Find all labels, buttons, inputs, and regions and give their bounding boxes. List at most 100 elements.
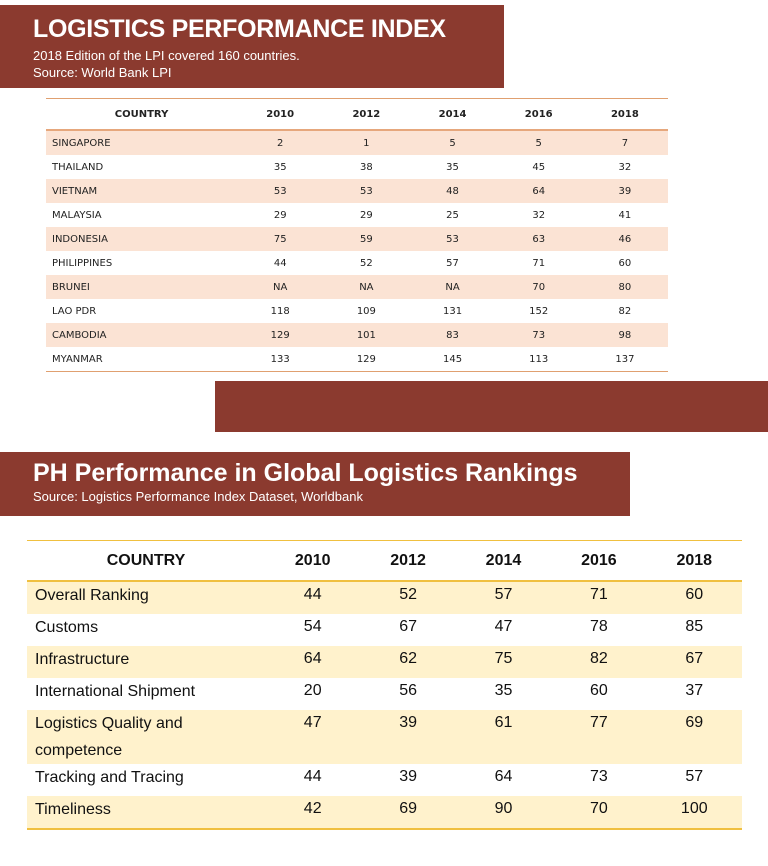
cell-value: 52 — [360, 581, 456, 614]
cell-value: 73 — [495, 323, 582, 347]
cell-value: 60 — [618, 257, 632, 269]
cell-value: 57 — [455, 581, 552, 614]
table-row: Timeliness 42 69 90 70 100 — [27, 796, 742, 829]
cell-value: 145 — [442, 353, 463, 365]
row-label: BRUNEI — [46, 275, 238, 299]
row-label: LAO PDR — [52, 305, 97, 317]
cell-value: 52 — [360, 257, 373, 269]
table-row: Logistics Quality and competence 47 39 61 77… — [27, 710, 742, 764]
cell-value: 64 — [494, 768, 513, 785]
lpi-title: LOGISTICS PERFORMANCE INDEX — [33, 15, 446, 43]
cell-value: 44 — [303, 768, 322, 785]
cell-value: 101 — [323, 323, 410, 347]
table-row: INDONESIA 75 59 53 63 46 — [46, 227, 668, 251]
ph-header: PH Performance in Global Logistics Ranki… — [0, 452, 630, 516]
table-row: BRUNEI NA NA NA 70 80 — [46, 275, 668, 299]
cell-value: 35 — [273, 161, 287, 173]
column-header: 2014 — [409, 98, 496, 131]
cell-value: 1 — [323, 130, 410, 155]
cell-value: 7 — [581, 130, 668, 155]
table-row: LAO PDR 118 109 131 152 82 — [46, 299, 668, 323]
cell-value: 54 — [303, 618, 322, 635]
table-row: THAILAND 35 38 35 45 32 — [46, 155, 668, 179]
row-label: CAMBODIA — [46, 323, 238, 347]
cell-value: 71 — [532, 257, 546, 269]
cell-value: 85 — [685, 618, 704, 635]
cell-value: 35 — [494, 682, 513, 699]
table-row: CAMBODIA 129 101 83 73 98 — [46, 323, 668, 347]
cell-value: 32 — [532, 209, 546, 221]
cell-value: 46 — [581, 227, 668, 251]
column-header: 2016 — [495, 98, 582, 131]
cell-value: 44 — [273, 257, 287, 269]
cell-value: 39 — [360, 710, 456, 764]
cell-value: 25 — [446, 209, 459, 221]
cell-value: 61 — [455, 710, 552, 764]
row-label: Logistics Quality and competence — [27, 710, 265, 764]
cell-value: 82 — [618, 305, 632, 317]
column-header: 2018 — [581, 98, 668, 131]
table-row: MALAYSIA 29 29 25 32 41 — [46, 203, 668, 227]
table-row: Customs 54 67 47 78 85 — [27, 614, 742, 646]
row-label: VIETNAM — [46, 179, 238, 203]
cell-value: 67 — [399, 618, 417, 635]
row-label: Infrastructure — [27, 646, 265, 678]
table-row: SINGAPORE 2 1 5 5 7 — [46, 130, 668, 155]
cell-value: 35 — [446, 161, 459, 173]
cell-value: 47 — [265, 710, 361, 764]
cell-value: 100 — [646, 796, 742, 829]
cell-value: 53 — [237, 179, 324, 203]
cell-value: 113 — [529, 353, 549, 365]
cell-value: 69 — [360, 796, 456, 829]
cell-value: 53 — [323, 179, 410, 203]
lpi-source: Source: World Bank LPI — [33, 65, 172, 80]
cell-value: 64 — [265, 646, 361, 678]
cell-value: 60 — [589, 682, 608, 699]
column-header: COUNTRY — [27, 540, 265, 582]
row-label: INDONESIA — [46, 227, 238, 251]
cell-value: 53 — [409, 227, 496, 251]
cell-value: 37 — [685, 682, 704, 699]
column-header: 2018 — [646, 540, 742, 582]
lpi-table: COUNTRY 2010 2012 2014 2016 2018 SINGAPORE 2 1 5 5… — [46, 98, 668, 372]
table-row: Tracking and Tracing 44 39 64 73 57 — [27, 764, 742, 796]
cell-value: 67 — [646, 646, 742, 678]
row-label: THAILAND — [52, 161, 104, 173]
cell-value: 29 — [360, 209, 373, 221]
cell-value: 152 — [529, 305, 549, 317]
decorative-bar — [215, 381, 768, 432]
cell-value: NA — [323, 275, 410, 299]
cell-value: 75 — [237, 227, 324, 251]
cell-value: 64 — [495, 179, 582, 203]
row-label: International Shipment — [35, 683, 196, 700]
table-row: Overall Ranking 44 52 57 71 60 — [27, 581, 742, 614]
cell-value: 32 — [618, 161, 632, 173]
cell-value: 129 — [237, 323, 324, 347]
cell-value: 39 — [399, 768, 417, 785]
cell-value: 5 — [495, 130, 582, 155]
table-row: PHILIPPINES 44 52 57 71 60 — [46, 251, 668, 275]
cell-value: 80 — [581, 275, 668, 299]
row-label: PHILIPPINES — [52, 257, 113, 269]
lpi-subtitle: 2018 Edition of the LPI covered 160 coun… — [33, 48, 300, 63]
row-label: Tracking and Tracing — [35, 769, 184, 786]
table-row: MYANMAR 133 129 145 113 137 — [46, 347, 668, 372]
cell-value: 75 — [455, 646, 552, 678]
cell-value: 38 — [360, 161, 373, 173]
column-header: 2012 — [323, 98, 410, 131]
cell-value: 131 — [442, 305, 463, 317]
cell-value: 57 — [446, 257, 459, 269]
cell-value: 57 — [685, 768, 704, 785]
cell-value: 59 — [323, 227, 410, 251]
table-row: Infrastructure 64 62 75 82 67 — [27, 646, 742, 678]
column-header: 2010 — [265, 540, 361, 582]
ph-table: COUNTRY 2010 2012 2014 2016 2018 Overall Ranki… — [27, 540, 742, 830]
cell-value: 20 — [303, 682, 322, 699]
cell-value: 48 — [409, 179, 496, 203]
cell-value: 118 — [270, 305, 290, 317]
cell-value: 69 — [646, 710, 742, 764]
cell-value: 90 — [455, 796, 552, 829]
row-label: Overall Ranking — [27, 581, 265, 614]
lpi-header: LOGISTICS PERFORMANCE INDEX 2018 Edition… — [0, 5, 504, 88]
cell-value: 78 — [589, 618, 608, 635]
